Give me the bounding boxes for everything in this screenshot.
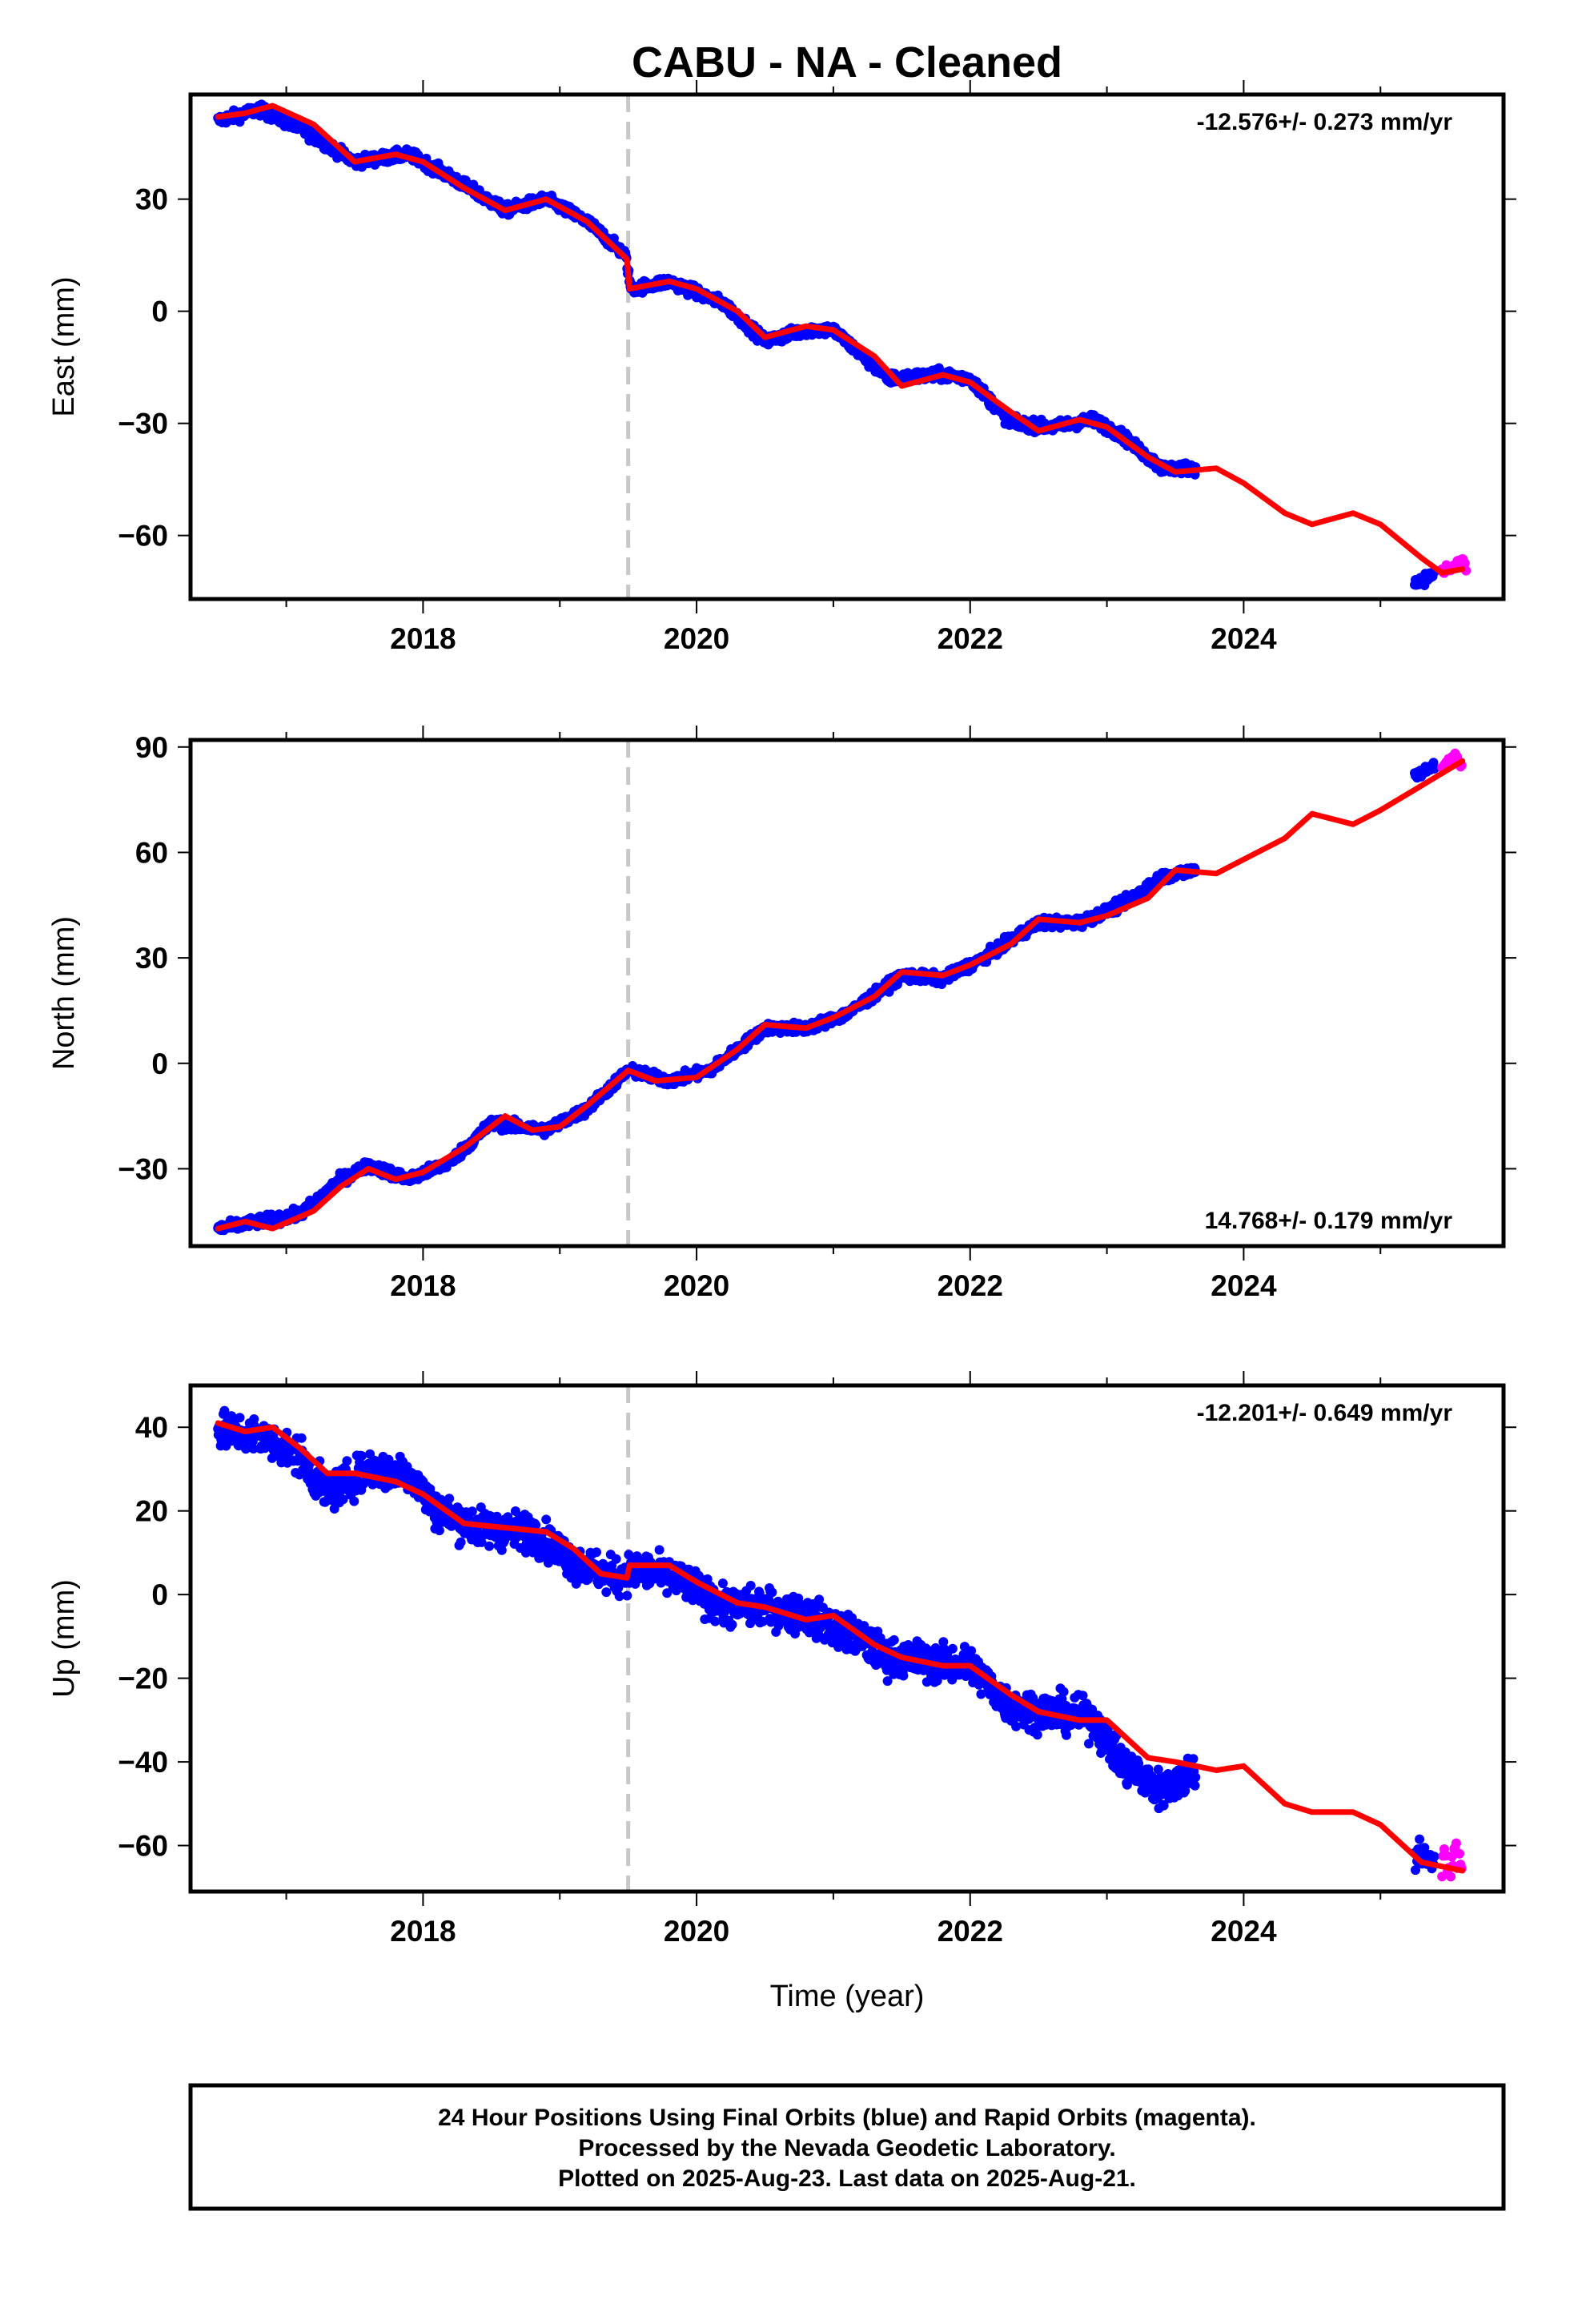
y-tick-label: −60 (118, 520, 168, 553)
y-tick-label: 0 (151, 1047, 168, 1080)
final-point (767, 1587, 777, 1598)
final-point (248, 1444, 259, 1454)
final-orbit-points (213, 1405, 1439, 1876)
final-point (868, 1647, 878, 1657)
final-point (833, 1642, 844, 1652)
final-point (754, 1588, 765, 1598)
final-point (859, 1621, 869, 1631)
final-point (496, 1545, 507, 1555)
x-tick-label: 2018 (390, 622, 456, 655)
final-point (727, 1619, 737, 1630)
final-point (614, 1591, 624, 1602)
final-orbit-points (213, 758, 1439, 1236)
rate-label: 14.768+/- 0.179 mm/yr (1205, 1208, 1453, 1234)
final-point (541, 1514, 552, 1525)
final-point (338, 1494, 348, 1505)
panel-frame (188, 92, 1506, 601)
y-tick-label: 30 (135, 183, 168, 216)
final-orbit-points (213, 99, 1439, 590)
final-point (484, 1541, 495, 1551)
final-point (456, 1537, 466, 1547)
y-tick-label: 90 (135, 731, 168, 764)
final-point (882, 1676, 893, 1687)
final-point (847, 1613, 857, 1623)
final-point (717, 1578, 728, 1589)
final-point (611, 1554, 621, 1564)
final-point (235, 1413, 245, 1423)
rate-label: -12.576+/- 0.273 mm/yr (1197, 109, 1453, 135)
y-tick-label: 60 (135, 836, 168, 869)
y-axis-label: North (mm) (47, 916, 81, 1070)
final-point (342, 1456, 352, 1466)
final-point (296, 1433, 307, 1443)
panels: 30 0 −30 −60 2018 2020 2022 2024 East (mm) -12.57… (47, 80, 1516, 1948)
final-point (531, 1520, 541, 1530)
model-curve (215, 758, 1466, 1232)
panel-frame (188, 738, 1506, 1248)
y-tick-label: −30 (118, 1152, 168, 1185)
x-tick-label: 2018 (390, 1269, 456, 1302)
x-tick-label: 2024 (1211, 1269, 1277, 1302)
final-point (476, 1537, 487, 1547)
final-point (434, 1526, 444, 1536)
final-point (622, 1590, 632, 1601)
rapid-point (1460, 558, 1470, 569)
plot-area (213, 740, 1467, 1246)
final-point (601, 1587, 612, 1598)
final-point (219, 1405, 230, 1416)
y-tick-label: 0 (151, 296, 168, 328)
panel-east: 30 0 −30 −60 2018 2020 2022 2024 East (mm) -12.57… (47, 80, 1516, 655)
x-tick-label: 2020 (664, 622, 729, 655)
final-point (745, 1581, 756, 1590)
x-tick-label: 2022 (938, 622, 1003, 655)
panel-north: 90 60 30 0 −30 2018 2020 2022 2024 North (mm) 14.7… (47, 726, 1516, 1302)
final-point (814, 1594, 825, 1605)
final-point (249, 1414, 259, 1424)
final-point (444, 1494, 455, 1504)
x-tick-label: 2022 (938, 1269, 1003, 1302)
model-curve (215, 103, 1466, 576)
final-point (1429, 764, 1439, 774)
x-tick-label: 2024 (1211, 622, 1277, 655)
y-tick-label: 30 (135, 942, 168, 975)
final-point (654, 1545, 665, 1555)
chart-title: CABU - NA - Cleaned (632, 38, 1062, 86)
x-tick-label: 2020 (664, 1269, 729, 1302)
final-point (241, 1444, 251, 1454)
final-point (467, 1506, 477, 1517)
final-point (592, 1547, 601, 1558)
final-point (356, 1451, 367, 1461)
y-axis-label: East (mm) (47, 276, 81, 416)
plot-area (213, 94, 1472, 599)
final-point (710, 1616, 721, 1626)
plot-area (213, 1385, 1467, 1892)
y-tick-label: −30 (118, 408, 168, 440)
final-point (349, 1496, 359, 1506)
